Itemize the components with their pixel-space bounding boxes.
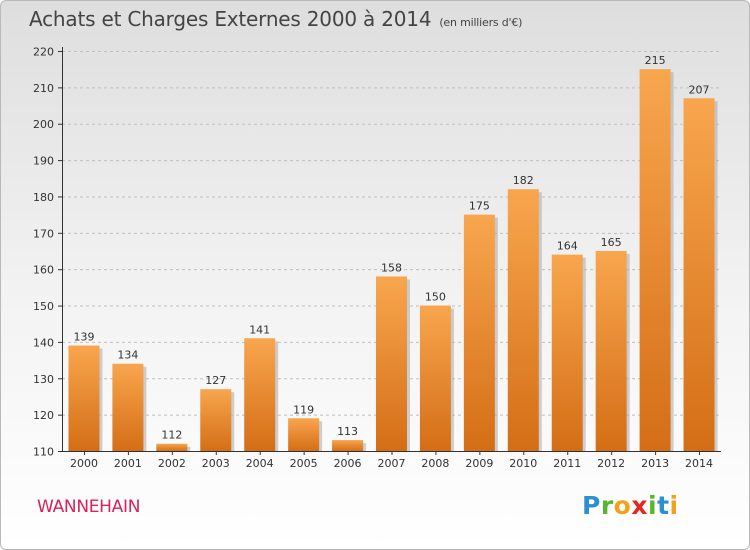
chart-unit: (en milliers d'€) (439, 16, 523, 29)
axis-layer: 110 120 130 140 150 160 170 180 190 200 210 220 (33, 46, 721, 459)
chart-title-text: Achats et Charges Externes 2000 à 2014 (29, 7, 432, 31)
x-tick-label: 2000 (70, 457, 98, 470)
logo-letter: i (669, 491, 679, 520)
y-tick-label: 140 (33, 336, 54, 349)
x-tick-label: 2006 (334, 457, 362, 470)
bar-value-label: 119 (293, 403, 314, 416)
x-tick-label: 2011 (553, 457, 581, 470)
y-tick-label: 160 (33, 264, 54, 277)
bar (288, 418, 320, 451)
bar-value-label: 182 (513, 174, 534, 187)
x-tick-label: 2001 (114, 457, 142, 470)
x-tick-label: 2008 (421, 457, 449, 470)
bar (639, 69, 671, 451)
bar-value-label: 165 (601, 236, 622, 249)
grid-layer (62, 51, 721, 416)
logo-letter: t (657, 491, 670, 520)
proxiti-logo: Proxiti (582, 491, 679, 520)
bar (507, 189, 539, 451)
bar-value-label: 150 (425, 291, 446, 304)
x-tick-label: 2004 (246, 457, 274, 470)
bar-value-label: 141 (249, 323, 270, 336)
x-tick-label: 2010 (509, 457, 537, 470)
bar (68, 345, 100, 451)
logo-letter: o (613, 491, 632, 520)
x-tick-label: 2012 (597, 457, 625, 470)
bar-value-label: 164 (557, 240, 578, 253)
bar-value-label: 113 (337, 425, 358, 438)
logo-letter: x (631, 491, 648, 520)
bars-layer (68, 69, 718, 451)
bar-value-label: 215 (645, 54, 666, 67)
y-tick-label: 190 (33, 155, 54, 168)
x-tick-label: 2002 (158, 457, 186, 470)
bar-value-label: 139 (73, 331, 94, 344)
bar (244, 338, 276, 451)
bar (463, 214, 495, 451)
x-tick-label: 2013 (641, 457, 669, 470)
chart-title: Achats et Charges Externes 2000 à 2014 (e… (29, 7, 522, 31)
bar (551, 254, 583, 451)
y-tick-label: 210 (33, 82, 54, 95)
y-tick-label: 200 (33, 118, 54, 131)
y-tick-label: 150 (33, 300, 54, 313)
bar-value-label: 158 (381, 261, 402, 274)
x-tick-label: 2005 (290, 457, 318, 470)
y-tick-label: 220 (33, 46, 54, 59)
labels-layer: 139 2000 134 2001 112 2002 127 2003 141 2004 119 20… (70, 54, 713, 470)
bar-value-label: 175 (469, 200, 490, 213)
bar-value-label: 127 (205, 374, 226, 387)
logo-letter: r (600, 491, 614, 520)
x-tick-label: 2009 (465, 457, 493, 470)
bar (376, 276, 407, 451)
logo-letter: i (648, 491, 658, 520)
bar (112, 363, 144, 451)
y-tick-label: 170 (33, 227, 54, 240)
commune-name: WANNEHAIN (37, 497, 141, 517)
bar-value-label: 134 (117, 349, 138, 362)
bar (332, 440, 364, 451)
x-tick-label: 2007 (378, 457, 406, 470)
bar (200, 389, 232, 451)
logo-letter: P (582, 491, 601, 520)
bar (683, 98, 715, 451)
y-tick-label: 130 (33, 373, 54, 386)
bar-value-label: 207 (689, 83, 710, 96)
bar (156, 443, 188, 451)
bar-value-label: 112 (161, 429, 182, 442)
y-tick-label: 110 (33, 446, 54, 459)
bar (419, 305, 451, 451)
bar (595, 251, 627, 451)
x-tick-label: 2003 (202, 457, 230, 470)
y-tick-label: 180 (33, 191, 54, 204)
y-tick-label: 120 (33, 409, 54, 422)
x-tick-label: 2014 (685, 457, 713, 470)
